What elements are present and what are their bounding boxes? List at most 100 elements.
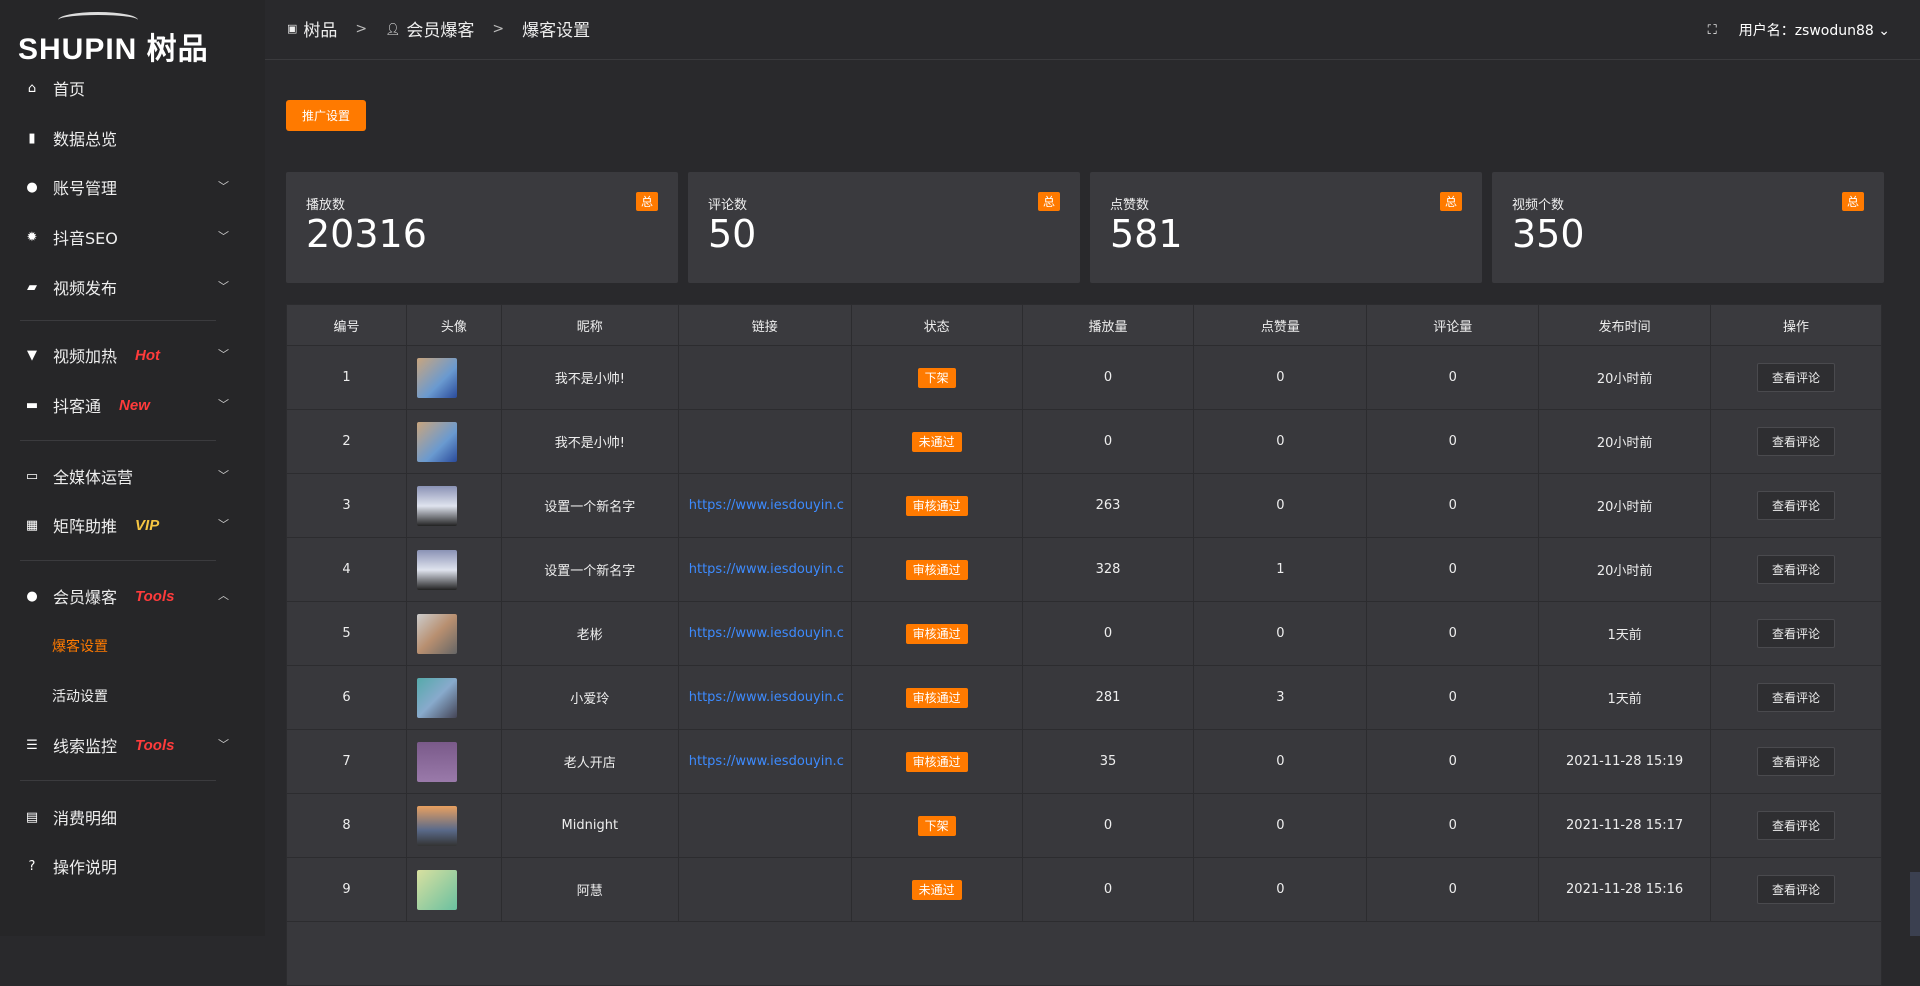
home-icon: ⌂ [27, 80, 37, 96]
sidebar-item[interactable]: ▭ 全媒体运营 ﹀ [24, 461, 229, 491]
video-link[interactable]: https://www.iesdouyin.c [688, 754, 844, 769]
sidebar-item[interactable]: ▰ 视频发布 ﹀ [24, 272, 229, 302]
plays: 263 [1021, 473, 1195, 538]
logo[interactable]: SHUPIN 树品 [18, 12, 228, 66]
view-comments-button[interactable]: 查看评论 [1757, 363, 1836, 392]
sidebar-tag: VIP [135, 516, 160, 534]
column-header: 播放量 [1021, 304, 1195, 346]
sliders-icon: ☰ [26, 737, 38, 753]
breadcrumb-item[interactable]: 会员爆客 [406, 21, 475, 41]
sidebar-item[interactable]: ▦ 矩阵助推 VIP ﹀ [24, 510, 229, 540]
breadcrumb-item[interactable]: 树品 [303, 21, 338, 41]
table-row: 9 阿慧 未通过 0 0 0 2021-11-28 15:16 查看评论 [286, 857, 1882, 922]
sidebar-item[interactable]: ● 会员爆客 Tools ︿ [24, 581, 229, 611]
stat-card: 评论数 总 50 [688, 172, 1080, 283]
table-row: 1 我不是小帅! 下架 0 0 0 20小时前 查看评论 [286, 345, 1882, 410]
breadcrumb: ▣ 树品 > 👤︎ 会员爆客 > 爆客设置 [287, 16, 590, 42]
video-link[interactable]: https://www.iesdouyin.c [688, 690, 844, 705]
video-link[interactable]: https://www.iesdouyin.c [688, 626, 844, 641]
avatar [416, 485, 457, 526]
comments: 0 [1366, 601, 1540, 666]
status-badge: 审核通过 [905, 624, 968, 644]
divider [20, 560, 216, 561]
chevron-up-icon: ︿ [218, 589, 229, 602]
sidebar-item[interactable]: ▼ 视频加热 Hot ﹀ [24, 340, 229, 370]
avatar [416, 805, 457, 846]
action-cell: 查看评论 [1710, 601, 1882, 666]
view-comments-button[interactable]: 查看评论 [1757, 875, 1836, 904]
sidebar-item-label: 数据总览 [53, 130, 118, 149]
status-cell: 审核通过 [850, 601, 1023, 666]
sidebar-item[interactable]: ✹ 抖音SEO ﹀ [24, 222, 229, 252]
video-link[interactable]: https://www.iesdouyin.c [688, 498, 844, 513]
table-row: 8 Midnight 下架 0 0 0 2021-11-28 15:17 查看评… [286, 793, 1882, 858]
view-comments-button[interactable]: 查看评论 [1757, 747, 1836, 776]
table-row: 3 设置一个新名字 https://www.iesdouyin.c 审核通过 2… [286, 473, 1882, 538]
partial-row [286, 921, 1882, 986]
view-comments-button[interactable]: 查看评论 [1757, 427, 1836, 456]
flame-board-icon: ▼ [27, 347, 37, 363]
logo-arc [58, 12, 138, 28]
avatar-cell [405, 729, 502, 794]
row-id: 7 [286, 729, 407, 794]
likes: 1 [1193, 537, 1368, 602]
nickname: 设置一个新名字 [500, 537, 679, 602]
sidebar-item[interactable]: ⌂ 首页 [24, 73, 229, 103]
nickname: 阿慧 [500, 857, 679, 922]
nickname: 我不是小帅! [500, 409, 679, 474]
sidebar-item-label: 抖音SEO [53, 229, 118, 248]
sidebar-item[interactable]: ? 操作说明 [24, 851, 229, 881]
comments: 0 [1366, 665, 1540, 730]
column-header: 评论量 [1366, 304, 1540, 346]
row-id: 8 [286, 793, 407, 858]
divider [20, 440, 216, 441]
chevron-down-icon: ﹀ [218, 280, 229, 293]
user-icon: ● [26, 588, 38, 604]
sidebar-subitem[interactable]: 活动设置 [52, 689, 108, 705]
view-comments-button[interactable]: 查看评论 [1757, 619, 1836, 648]
status-cell: 审核通过 [850, 473, 1023, 538]
view-comments-button[interactable]: 查看评论 [1757, 811, 1836, 840]
video-link[interactable]: https://www.iesdouyin.c [688, 562, 844, 577]
view-comments-button[interactable]: 查看评论 [1757, 683, 1836, 712]
stat-label: 评论数 [708, 198, 748, 213]
likes: 0 [1193, 601, 1368, 666]
sidebar-subitem[interactable]: 爆客设置 [52, 639, 108, 655]
logo-text: SHUPIN 树品 [18, 33, 209, 66]
sidebar-item[interactable]: ☰ 线索监控 Tools ﹀ [24, 730, 229, 760]
plays: 0 [1021, 601, 1195, 666]
status-badge: 下架 [917, 816, 956, 836]
publish-time: 2021-11-28 15:19 [1538, 729, 1712, 794]
user-menu[interactable]: 用户名：zswodun88 ⌄ [1739, 20, 1890, 40]
status-badge: 审核通过 [905, 688, 968, 708]
sidebar-item[interactable]: ● 账号管理 ﹀ [24, 172, 229, 202]
view-comments-button[interactable]: 查看评论 [1757, 555, 1836, 584]
page-icon: ▣ [287, 22, 298, 35]
column-header: 头像 [405, 304, 502, 346]
view-comments-button[interactable]: 查看评论 [1757, 491, 1836, 520]
status-cell: 审核通过 [850, 665, 1023, 730]
floating-widget[interactable] [1910, 872, 1920, 936]
divider [20, 320, 216, 321]
fullscreen-icon[interactable]: ⛶ [1707, 22, 1717, 38]
stat-card: 视频个数 总 350 [1492, 172, 1884, 283]
promo-settings-button[interactable]: 推广设置 [286, 100, 366, 131]
chevron-down-icon: ⌄ [1873, 23, 1890, 39]
comments: 0 [1366, 409, 1540, 474]
status-badge: 审核通过 [905, 496, 968, 516]
publish-time: 2021-11-28 15:16 [1538, 857, 1712, 922]
avatar [416, 421, 457, 462]
sidebar-item[interactable]: ▮ 数据总览 [24, 123, 229, 153]
nickname: 设置一个新名字 [500, 473, 679, 538]
monitor-icon: ▭ [25, 468, 39, 484]
avatar [416, 357, 457, 398]
avatar-cell [405, 857, 502, 922]
sidebar-item[interactable]: ▤ 消费明细 [24, 802, 229, 832]
nickname: Midnight [500, 793, 679, 858]
total-badge: 总 [635, 192, 658, 211]
publish-time: 20小时前 [1538, 409, 1712, 474]
sidebar-item[interactable]: ▬ 抖客通 New ﹀ [24, 390, 229, 420]
plays: 0 [1021, 857, 1195, 922]
avatar [416, 869, 457, 910]
total-badge: 总 [1841, 192, 1864, 211]
